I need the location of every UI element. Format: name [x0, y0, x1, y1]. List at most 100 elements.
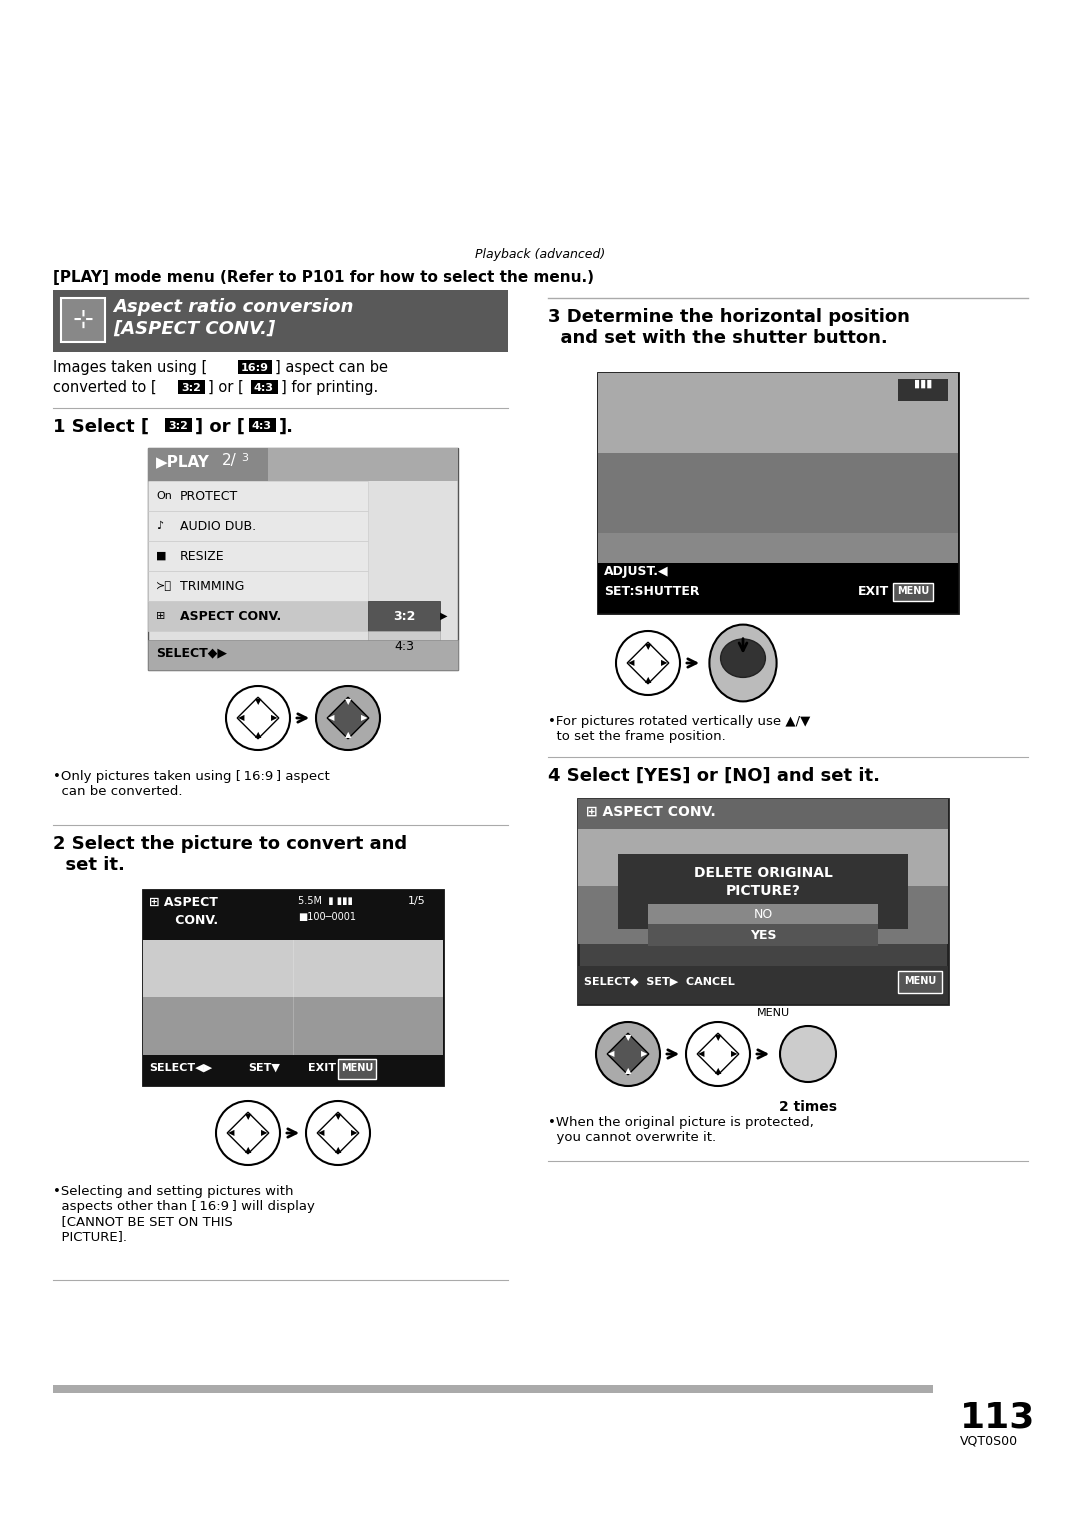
Text: ◀: ◀: [698, 1050, 704, 1059]
Text: ◀: ◀: [328, 714, 335, 722]
Circle shape: [616, 630, 680, 694]
Text: •For pictures rotated vertically use ▲/▼
  to set the frame position.: •For pictures rotated vertically use ▲/▼…: [548, 716, 810, 743]
Bar: [165, 418, 192, 432]
Text: ⊞ ASPECT CONV.: ⊞ ASPECT CONV.: [586, 806, 716, 819]
Text: ■100─0001: ■100─0001: [298, 913, 356, 922]
Text: PROTECT: PROTECT: [180, 490, 239, 502]
Circle shape: [316, 687, 380, 749]
Bar: [143, 890, 443, 1085]
Text: TRIMMING: TRIMMING: [180, 580, 244, 592]
Bar: [598, 372, 958, 613]
Bar: [53, 1386, 933, 1393]
Text: ▲: ▲: [345, 729, 351, 739]
Text: ■: ■: [156, 551, 166, 562]
Text: ▼: ▼: [624, 1033, 631, 1042]
Text: ] or [: ] or [: [208, 380, 244, 395]
Text: 4:3: 4:3: [254, 383, 274, 394]
Text: 4:3: 4:3: [394, 639, 414, 653]
Circle shape: [596, 1022, 660, 1087]
Bar: [368, 630, 440, 661]
Text: ▶: ▶: [362, 714, 368, 722]
Text: ▶: ▶: [351, 1129, 357, 1137]
Text: •Only pictures taken using [ 16:9 ] aspect
  can be converted.: •Only pictures taken using [ 16:9 ] aspe…: [53, 771, 329, 798]
Bar: [53, 290, 508, 353]
Text: ⊞ ASPECT: ⊞ ASPECT: [149, 896, 218, 909]
Text: 3:2: 3:2: [168, 421, 188, 430]
Text: 3 Determine the horizontal position
  and set with the shutter button.: 3 Determine the horizontal position and …: [548, 308, 909, 346]
Bar: [143, 940, 443, 996]
Polygon shape: [327, 697, 368, 739]
Text: ◀: ◀: [238, 714, 244, 722]
Circle shape: [686, 1022, 750, 1087]
Text: SET▼: SET▼: [248, 1064, 280, 1073]
Text: ▲: ▲: [645, 674, 651, 684]
Bar: [368, 601, 440, 630]
Text: ▼: ▼: [245, 1112, 252, 1122]
Text: 3: 3: [241, 453, 248, 462]
Text: DELETE ORIGINAL: DELETE ORIGINAL: [693, 865, 833, 881]
Text: Playback (advanced): Playback (advanced): [475, 249, 605, 261]
Bar: [893, 583, 933, 601]
Circle shape: [780, 1025, 836, 1082]
Text: 113: 113: [960, 1399, 1036, 1434]
Text: ◀: ◀: [319, 1129, 325, 1137]
Circle shape: [306, 1100, 370, 1164]
Text: ▶: ▶: [661, 659, 667, 667]
Text: converted to [: converted to [: [53, 380, 157, 395]
Bar: [148, 542, 368, 571]
Text: ▶: ▶: [731, 1050, 738, 1059]
Text: 3:2: 3:2: [393, 609, 415, 623]
Polygon shape: [698, 1033, 739, 1074]
Text: AUDIO DUB.: AUDIO DUB.: [180, 519, 256, 533]
Text: ADJUST.◀: ADJUST.◀: [604, 565, 669, 578]
Ellipse shape: [710, 624, 777, 702]
Bar: [578, 829, 948, 945]
Text: ▶: ▶: [642, 1050, 648, 1059]
Text: ▼: ▼: [255, 697, 261, 707]
Bar: [897, 378, 948, 401]
Text: ⊹: ⊹: [72, 308, 94, 333]
Bar: [578, 800, 948, 829]
Text: 4:3: 4:3: [252, 421, 272, 430]
Text: Aspect ratio conversion: Aspect ratio conversion: [113, 298, 353, 316]
Text: [PLAY] mode menu (Refer to P101 for how to select the menu.): [PLAY] mode menu (Refer to P101 for how …: [53, 270, 594, 285]
Text: VQT0S00: VQT0S00: [960, 1434, 1018, 1448]
Text: ASPECT CONV.: ASPECT CONV.: [180, 609, 281, 623]
Bar: [148, 571, 368, 601]
Polygon shape: [227, 1112, 269, 1154]
Text: ▶: ▶: [271, 714, 278, 722]
Text: 16:9: 16:9: [241, 363, 269, 372]
Bar: [148, 601, 368, 630]
Text: ▼: ▼: [645, 642, 651, 652]
Bar: [578, 800, 948, 1004]
Text: PICTURE?: PICTURE?: [726, 884, 800, 897]
Text: ⊞: ⊞: [156, 610, 165, 621]
Bar: [578, 829, 948, 887]
Circle shape: [226, 687, 291, 749]
Text: SELECT◆  SET▶  CANCEL: SELECT◆ SET▶ CANCEL: [584, 977, 734, 987]
Text: 2 Select the picture to convert and
  set it.: 2 Select the picture to convert and set …: [53, 835, 407, 874]
Bar: [618, 855, 908, 929]
Bar: [598, 563, 958, 613]
Text: MENU: MENU: [904, 977, 936, 986]
Text: ▼: ▼: [715, 1033, 721, 1042]
Text: SET:SHUTTER: SET:SHUTTER: [604, 584, 700, 598]
Bar: [148, 481, 368, 511]
Text: •Selecting and setting pictures with
  aspects other than [ 16:9 ] will display
: •Selecting and setting pictures with asp…: [53, 1186, 315, 1244]
Polygon shape: [318, 1112, 359, 1154]
Text: EXIT: EXIT: [858, 584, 889, 598]
Text: ▲: ▲: [255, 729, 261, 739]
Polygon shape: [238, 697, 279, 739]
Text: 4 Select [YES] or [NO] and set it.: 4 Select [YES] or [NO] and set it.: [548, 768, 880, 784]
Text: NO: NO: [754, 908, 772, 920]
Text: ▼: ▼: [345, 697, 351, 707]
Text: ◀: ◀: [629, 659, 635, 667]
Text: ≻⃝: ≻⃝: [156, 581, 172, 591]
Text: ].: ].: [279, 418, 294, 436]
Text: YES: YES: [750, 928, 777, 942]
Bar: [148, 511, 368, 542]
Bar: [148, 449, 458, 481]
Text: 1 Select [: 1 Select [: [53, 418, 149, 436]
Text: On: On: [156, 491, 172, 501]
Text: 1/5: 1/5: [408, 896, 426, 906]
